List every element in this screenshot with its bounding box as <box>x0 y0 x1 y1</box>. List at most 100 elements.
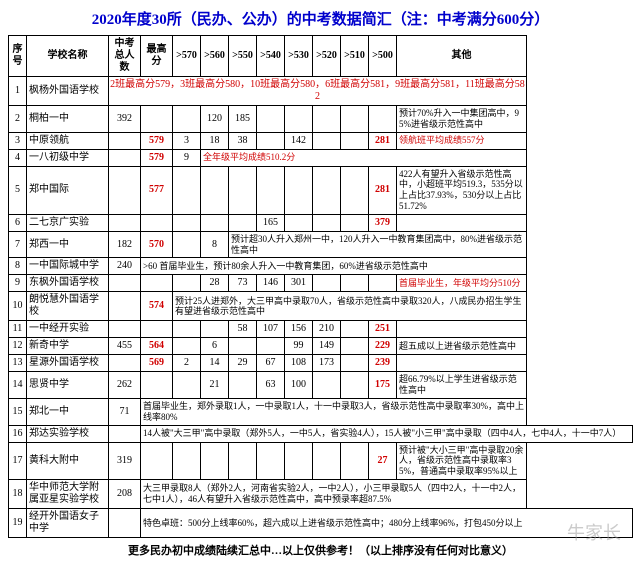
col-510: >510 <box>341 36 369 77</box>
cell-idx: 7 <box>9 231 27 258</box>
cell-s550: 29 <box>229 355 257 372</box>
col-idx: 序号 <box>9 36 27 77</box>
cell-s540 <box>257 106 285 133</box>
table-row: 12新奇中学455564699149229超五成以上进省级示范性高中 <box>9 338 633 355</box>
cell-s560 <box>201 214 229 231</box>
cell-school: 桐柏一中 <box>27 106 109 133</box>
cell-s530: 108 <box>285 355 313 372</box>
cell-other: 14人被"大三甲"高中录取（郑外5人，一中5人，省实验4人），15人被"小三甲"… <box>141 425 633 442</box>
cell-s570 <box>173 372 201 399</box>
cell-total <box>109 132 141 149</box>
cell-total: 182 <box>109 231 141 258</box>
cell-max <box>141 106 173 133</box>
cell-total <box>109 149 141 166</box>
table-row: 10朗悦慧外国语学校574预计25人进郑外，大三甲高中录取70人，省级示范性高中… <box>9 292 633 321</box>
table-row: 2桐柏一中392120185预计70%升入一中集团高中，95%进省级示范性高中 <box>9 106 633 133</box>
table-row: 3中原领航57931838142281领航班平均成绩557分 <box>9 132 633 149</box>
cell-school: 二七京广实验 <box>27 214 109 231</box>
cell-max: 574 <box>141 292 173 321</box>
cell-s520 <box>313 442 341 479</box>
table-row: 7郑西一中1825708预计超30人升入郑州一中，120人升入一中教育集团高中，… <box>9 231 633 258</box>
cell-school: 朗悦慧外国语学校 <box>27 292 109 321</box>
table-row: 6二七京广实验165379 <box>9 214 633 231</box>
cell-other: 超五成以上进省级示范性高中 <box>397 338 527 355</box>
table-row: 1枫杨外国语学校2班最高分579，3班最高分580，10班最高分580，6班最高… <box>9 77 633 106</box>
cell-max <box>141 372 173 399</box>
table-row: 11一中经开实验58107156210251 <box>9 321 633 338</box>
cell-max <box>141 275 173 292</box>
cell-total <box>109 166 141 214</box>
cell-idx: 11 <box>9 321 27 338</box>
cell-s560 <box>201 442 229 479</box>
cell-s560: 120 <box>201 106 229 133</box>
cell-total <box>109 321 141 338</box>
cell-idx: 19 <box>9 508 27 537</box>
cell-s540: 63 <box>257 372 285 399</box>
cell-school: 华中师范大学附属亚星实验学校 <box>27 479 109 508</box>
cell-s560: 21 <box>201 372 229 399</box>
cell-school: 星源外国语学校 <box>27 355 109 372</box>
cell-other: 大三甲录取8人（郑外2人，河南省实验2人，一中2人），小三甲录取5人（四中2人，… <box>141 479 527 508</box>
cell-total: 455 <box>109 338 141 355</box>
col-500: >500 <box>369 36 397 77</box>
cell-s520 <box>313 372 341 399</box>
header-row: 序号 学校名称 中考总人数 最高分 >570 >560 >550 >540 >5… <box>9 36 633 77</box>
cell-s550 <box>229 442 257 479</box>
col-540: >540 <box>257 36 285 77</box>
cell-total: 71 <box>109 398 141 425</box>
cell-idx: 4 <box>9 149 27 166</box>
cell-s530: 99 <box>285 338 313 355</box>
cell-other: 首届毕业生，年级平均分510分 <box>397 275 527 292</box>
cell-s530 <box>285 214 313 231</box>
cell-other: 全年级平均成绩510.2分 <box>201 149 527 166</box>
cell-s500 <box>369 106 397 133</box>
cell-max <box>141 214 173 231</box>
cell-s560: 14 <box>201 355 229 372</box>
cell-s570 <box>173 214 201 231</box>
cell-s520: 149 <box>313 338 341 355</box>
cell-school: 思贤中学 <box>27 372 109 399</box>
col-550: >550 <box>229 36 257 77</box>
cell-other: 领航班平均成绩557分 <box>397 132 527 149</box>
cell-s510 <box>341 338 369 355</box>
cell-idx: 17 <box>9 442 27 479</box>
cell-s550: 38 <box>229 132 257 149</box>
cell-school: 一中国际城中学 <box>27 258 109 275</box>
cell-s550 <box>229 166 257 214</box>
cell-max: 579 <box>141 149 173 166</box>
cell-s520: 173 <box>313 355 341 372</box>
cell-s550 <box>229 214 257 231</box>
cell-s520: 210 <box>313 321 341 338</box>
cell-s500: 251 <box>369 321 397 338</box>
cell-total: 208 <box>109 479 141 508</box>
cell-s560 <box>201 166 229 214</box>
footer-note: 更多民办初中成绩陆续汇总中…以上仅供参考！（以上排序没有任何对比意义） <box>8 538 633 562</box>
cell-s510 <box>341 372 369 399</box>
cell-other: 特色卓班：500分上线率60%，超六成以上进省级示范性高中；480分上线率96%… <box>141 508 633 537</box>
cell-s540 <box>257 166 285 214</box>
cell-other: 预计超30人升入郑州一中，120人升入一中教育集团高中，80%进省级示范性高中 <box>229 231 527 258</box>
cell-s550 <box>229 372 257 399</box>
cell-school: 东枫外国语学校 <box>27 275 109 292</box>
cell-school: 郑达实验学校 <box>27 425 109 442</box>
cell-s560: 6 <box>201 338 229 355</box>
cell-s530: 100 <box>285 372 313 399</box>
cell-total: 240 <box>109 258 141 275</box>
cell-other <box>397 214 527 231</box>
cell-idx: 1 <box>9 77 27 106</box>
cell-s520 <box>313 132 341 149</box>
cell-s500 <box>369 275 397 292</box>
cell-s510 <box>341 275 369 292</box>
cell-s530: 301 <box>285 275 313 292</box>
cell-total: 319 <box>109 442 141 479</box>
col-school: 学校名称 <box>27 36 109 77</box>
cell-s530 <box>285 166 313 214</box>
cell-total <box>109 214 141 231</box>
cell-s570 <box>173 321 201 338</box>
cell-s520 <box>313 214 341 231</box>
table-row: 19经开外国语女子中学特色卓班：500分上线率60%，超六成以上进省级示范性高中… <box>9 508 633 537</box>
cell-s560: 28 <box>201 275 229 292</box>
cell-s500: 239 <box>369 355 397 372</box>
cell-max <box>141 442 173 479</box>
cell-s510 <box>341 321 369 338</box>
